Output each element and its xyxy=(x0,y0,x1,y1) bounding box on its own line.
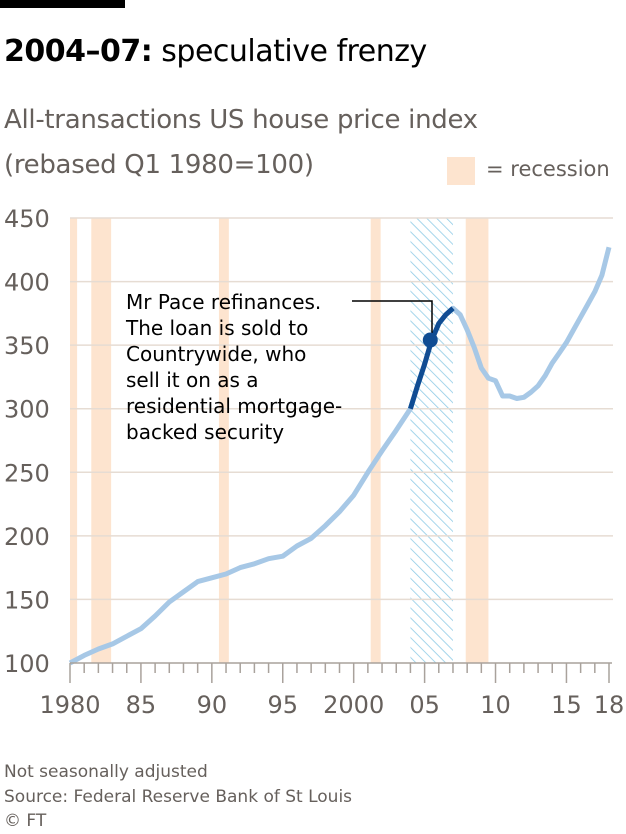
annotation-leader-line xyxy=(352,300,433,335)
x-tick-label: 10 xyxy=(480,691,511,719)
annotation-text-line: residential mortgage- xyxy=(126,394,342,418)
title-bold: 2004–07: xyxy=(4,34,153,69)
annotation-text-line: backed security xyxy=(126,420,284,444)
recession-band xyxy=(91,218,112,663)
y-tick-label: 450 xyxy=(4,205,50,233)
source: Source: Federal Reserve Bank of St Louis xyxy=(4,787,353,807)
y-tick-label: 200 xyxy=(4,523,50,551)
copyright: © FT xyxy=(4,811,47,831)
recession-band xyxy=(70,218,78,663)
subtitle-line-2: (rebased Q1 1980=100) xyxy=(4,150,314,180)
y-tick-label: 150 xyxy=(4,586,50,614)
x-tick-label: 2000 xyxy=(323,691,384,719)
annotation-text-line: Countrywide, who xyxy=(126,342,306,366)
legend-recession-label: = recession xyxy=(486,157,610,181)
annotation-text-line: sell it on as a xyxy=(126,368,259,392)
x-tick-label: 18 xyxy=(594,691,625,719)
y-tick-label: 350 xyxy=(4,332,50,360)
y-tick-label: 250 xyxy=(4,459,50,487)
subtitle-line-1: All-transactions US house price index xyxy=(4,105,478,135)
highlight-hatch-band xyxy=(410,218,453,663)
top-accent-bar xyxy=(0,0,125,8)
recession-band xyxy=(370,218,381,663)
x-tick-label: 1980 xyxy=(39,691,100,719)
recession-band xyxy=(465,218,489,663)
title-rest: speculative frenzy xyxy=(161,34,427,69)
y-tick-label: 100 xyxy=(4,650,50,678)
x-tick-label: 15 xyxy=(551,691,582,719)
x-tick-label: 05 xyxy=(409,691,440,719)
y-tick-label: 400 xyxy=(4,269,50,297)
x-tick-label: 95 xyxy=(267,691,298,719)
annotation-text-line: Mr Pace refinances. xyxy=(126,290,321,314)
x-tick-label: 90 xyxy=(197,691,228,719)
x-tick-label: 85 xyxy=(126,691,157,719)
recession-band xyxy=(218,218,229,663)
annotation-text-line: The loan is sold to xyxy=(125,316,308,340)
footnote: Not seasonally adjusted xyxy=(4,762,208,782)
chart-title: 2004–07: speculative frenzy xyxy=(4,34,427,69)
legend-recession-swatch xyxy=(447,157,475,185)
y-tick-label: 300 xyxy=(4,396,50,424)
event-marker xyxy=(422,332,438,348)
